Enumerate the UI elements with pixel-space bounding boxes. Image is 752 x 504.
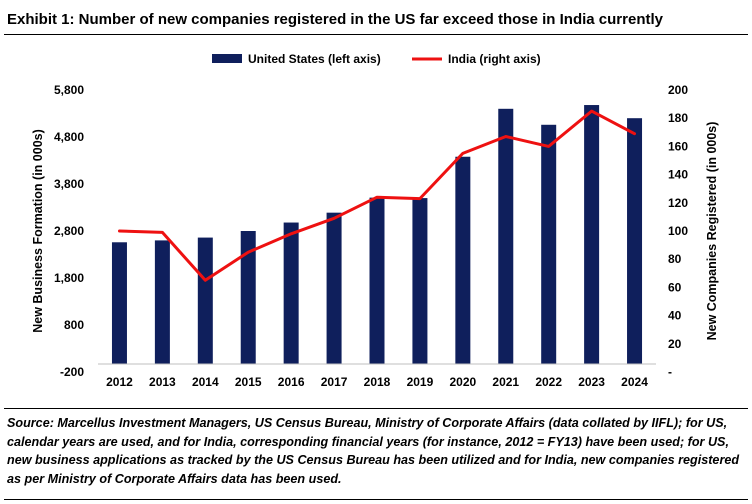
india-point-2015 — [247, 250, 250, 254]
y-left-tick-label: 2,800 — [54, 224, 84, 238]
y-right-tick-label: 160 — [668, 139, 688, 153]
y-left-tick-label: 800 — [64, 318, 84, 332]
y-right-tick-label: 20 — [668, 337, 682, 351]
bar-2019 — [412, 198, 428, 364]
x-tick-label: 2017 — [321, 375, 348, 389]
india-point-2018 — [375, 195, 379, 199]
x-tick-label: 2015 — [235, 375, 262, 389]
x-tick-label: 2013 — [149, 375, 176, 389]
x-tick-label: 2016 — [278, 375, 305, 389]
bar-2016 — [283, 222, 299, 364]
india-point-2020 — [461, 152, 465, 155]
bar-2012 — [111, 242, 127, 364]
line-series — [118, 109, 636, 282]
india-point-2012 — [118, 229, 121, 233]
y-left-tick-label: -200 — [60, 365, 84, 379]
x-tick-label: 2019 — [407, 375, 434, 389]
x-tick-label: 2014 — [192, 375, 219, 389]
source-box: Source: Marcellus Investment Managers, U… — [4, 408, 748, 500]
bar-2021 — [498, 108, 514, 364]
bar-series — [111, 105, 643, 364]
exhibit-header: Exhibit 1: Number of new companies regis… — [4, 8, 748, 35]
y-right-tick-label: 40 — [668, 309, 682, 323]
bar-2018 — [369, 197, 385, 364]
india-point-2022 — [547, 145, 550, 148]
source-note: Source: Marcellus Investment Managers, U… — [7, 416, 740, 486]
legend: United States (left axis) India (right ax… — [212, 52, 541, 66]
india-point-2019 — [418, 197, 422, 200]
x-tick-label: 2024 — [621, 375, 648, 389]
y-right-tick-label: 80 — [668, 252, 682, 266]
axes: 2012 2013 2014 2015 2016 2017 2018 2019 2020 2021… — [31, 83, 719, 389]
chart-area: United States (left axis) India (right ax… — [31, 52, 719, 389]
india-point-2023 — [590, 109, 593, 113]
legend-swatch-bar — [212, 54, 242, 63]
y-right-tick-label: 140 — [668, 168, 688, 182]
bar-2023 — [584, 105, 600, 364]
chart-title: Exhibit 1: Number of new companies regis… — [7, 11, 663, 28]
x-tick-label: 2012 — [106, 375, 133, 389]
bar-2013 — [154, 240, 170, 364]
bar-2015 — [240, 231, 256, 364]
bar-2024 — [627, 118, 643, 364]
india-point-2021 — [504, 135, 507, 138]
india-point-2013 — [161, 231, 164, 234]
y-right-tick-label: - — [668, 365, 672, 379]
bar-2014 — [197, 237, 213, 364]
legend-label-us: United States (left axis) — [248, 52, 381, 66]
y-left-tick-label: 4,800 — [54, 130, 84, 144]
legend-label-india: India (right axis) — [448, 52, 541, 66]
y-right-tick-label: 120 — [668, 196, 688, 210]
india-point-2024 — [633, 132, 636, 135]
x-tick-label: 2023 — [578, 375, 605, 389]
y-left-tick-label: 5,800 — [54, 83, 84, 97]
bar-2020 — [455, 156, 471, 364]
y-right-tick-label: 60 — [668, 280, 682, 294]
bar-2022 — [541, 124, 557, 364]
y-left-tick-label: 3,800 — [54, 177, 84, 191]
bar-2017 — [326, 212, 342, 364]
x-tick-label: 2020 — [449, 375, 476, 389]
y-left-tick-label: 1,800 — [54, 271, 84, 285]
india-point-2017 — [332, 217, 336, 220]
y-right-tick-label: 200 — [668, 83, 688, 97]
x-tick-label: 2022 — [535, 375, 562, 389]
y-right-tick-label: 180 — [668, 111, 688, 125]
x-tick-label: 2021 — [492, 375, 519, 389]
y-right-axis-title: New Companies Registered (in 000s) — [705, 122, 719, 341]
india-point-2016 — [289, 232, 293, 236]
y-right-tick-label: 100 — [668, 224, 688, 238]
india-point-2014 — [204, 279, 207, 282]
x-tick-label: 2018 — [364, 375, 391, 389]
y-left-axis-title: New Business Formation (in 000s) — [31, 129, 45, 333]
